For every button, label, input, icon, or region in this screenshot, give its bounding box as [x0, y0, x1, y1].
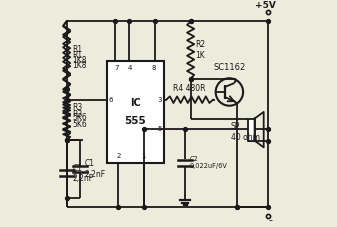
- Text: 3: 3: [157, 97, 162, 103]
- Text: 1: 1: [141, 153, 145, 159]
- Text: R4 480R: R4 480R: [174, 84, 206, 93]
- Text: 4: 4: [128, 65, 132, 71]
- Text: R3
5K6: R3 5K6: [72, 110, 87, 129]
- Text: R2
1K: R2 1K: [195, 40, 206, 60]
- Text: IC: IC: [130, 98, 141, 108]
- Text: C1
2,2nF: C1 2,2nF: [72, 164, 93, 183]
- Text: 7: 7: [114, 65, 119, 71]
- Text: R1
1K8: R1 1K8: [72, 45, 87, 65]
- Text: C2
0,022uF/6V: C2 0,022uF/6V: [189, 156, 227, 169]
- Bar: [106, 61, 164, 163]
- Text: SP
40 ohm: SP 40 ohm: [231, 122, 260, 141]
- Text: 5: 5: [157, 126, 162, 132]
- Text: 8: 8: [152, 65, 156, 71]
- Bar: [247, 118, 255, 141]
- Text: R3
5K6: R3 5K6: [72, 103, 87, 122]
- Text: 6: 6: [109, 97, 113, 103]
- Text: 2: 2: [117, 153, 121, 159]
- Text: -: -: [268, 215, 272, 225]
- Text: 555: 555: [124, 116, 146, 126]
- Text: +5V: +5V: [255, 1, 276, 10]
- Text: R1
1K8: R1 1K8: [72, 51, 87, 70]
- Text: C1
2,2nF: C1 2,2nF: [84, 159, 105, 179]
- Text: SC1162: SC1162: [213, 63, 245, 72]
